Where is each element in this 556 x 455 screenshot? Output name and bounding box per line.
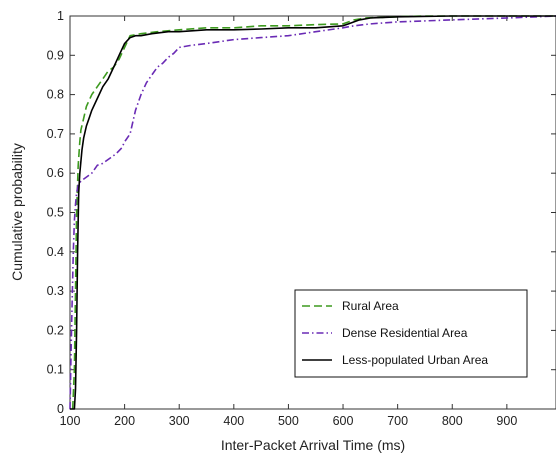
series-lines xyxy=(69,15,556,410)
y-tick-label: 0.2 xyxy=(47,323,64,337)
legend-label-rural: Rural Area xyxy=(342,299,399,313)
legend-label-urban: Less-populated Urban Area xyxy=(342,353,488,367)
x-tick-label: 300 xyxy=(169,414,190,428)
x-tick-label: 800 xyxy=(442,414,463,428)
y-tick-label: 0.3 xyxy=(47,284,64,298)
y-tick-label: 0.5 xyxy=(47,206,64,220)
y-tick-label: 0 xyxy=(57,402,64,416)
legend: Rural Area Dense Residential Area Less-p… xyxy=(294,289,528,378)
y-tick-label: 0.6 xyxy=(47,166,64,180)
axis-ticks: 100 200 300 400 500 600 700 800 900 0 0.1 0.2 0.3 0.4… xyxy=(47,9,556,428)
y-tick-label: 0.9 xyxy=(47,48,64,62)
y-tick-label: 0.4 xyxy=(47,245,64,259)
x-tick-label: 200 xyxy=(114,414,135,428)
x-tick-label: 500 xyxy=(278,414,299,428)
legend-box xyxy=(294,289,528,378)
y-axis-title: Cumulative probability xyxy=(9,143,25,281)
y-tick-label: 0.8 xyxy=(47,88,64,102)
legend-label-dense-residential: Dense Residential Area xyxy=(342,326,468,340)
series-line-dense-residential xyxy=(69,15,556,410)
series-line-urban xyxy=(70,15,556,410)
x-tick-label: 700 xyxy=(387,414,408,428)
y-tick-label: 0.1 xyxy=(47,363,64,377)
y-tick-label: 0.7 xyxy=(47,127,64,141)
x-tick-label: 400 xyxy=(223,414,244,428)
x-tick-label: 100 xyxy=(60,414,81,428)
x-axis-title: Inter-Packet Arrival Time (ms) xyxy=(221,437,405,453)
x-tick-label: 900 xyxy=(496,414,517,428)
x-tick-label: 600 xyxy=(333,414,354,428)
y-tick-label: 1 xyxy=(57,9,64,23)
